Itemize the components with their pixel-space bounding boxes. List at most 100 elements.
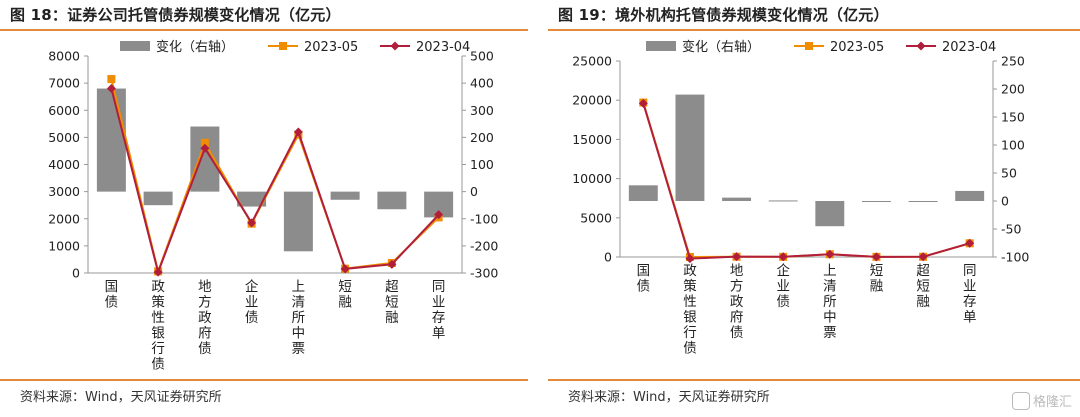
category-label: 融 [338, 295, 352, 311]
category-label: 银 [151, 326, 165, 342]
source-rule [0, 379, 528, 381]
category-label: 中 [823, 310, 837, 326]
category-label: 清 [823, 279, 837, 295]
category-label: 所 [292, 310, 306, 326]
category-label: 债 [776, 294, 790, 310]
category-label: 上 [823, 263, 837, 279]
bar [955, 190, 985, 201]
category-label: 策 [151, 294, 165, 311]
category-label: 政 [683, 263, 697, 279]
category-label: 政 [198, 310, 212, 326]
y-left-tick-label: 0 [72, 266, 80, 281]
y-right-tick-label: -300 [470, 266, 498, 281]
category-label: 同 [963, 263, 977, 279]
y-left-tick-label: 1000 [48, 238, 80, 253]
bar [628, 185, 658, 201]
category-label: 地 [730, 263, 744, 279]
series-line [642, 103, 970, 260]
series-point [293, 127, 303, 137]
source-rule [548, 379, 1080, 381]
category-label: 债 [730, 325, 744, 341]
category-label: 短 [870, 263, 884, 279]
series-point [434, 210, 444, 220]
bar [283, 191, 313, 252]
category-label: 国 [105, 279, 119, 295]
bar [237, 191, 267, 207]
y-left-tick-label: 10000 [572, 171, 612, 186]
legend-swatch-bar [646, 41, 676, 51]
y-right-tick-label: -50 [1001, 222, 1021, 237]
category-label: 债 [245, 310, 259, 326]
bar [675, 94, 705, 201]
bar [722, 197, 752, 201]
series-point [732, 252, 742, 262]
category-label: 存 [432, 310, 446, 326]
watermark: 格隆汇 [1011, 391, 1072, 410]
category-label: 企 [776, 262, 790, 279]
category-label: 单 [432, 326, 446, 342]
series-point [685, 254, 695, 264]
series-point [107, 75, 116, 84]
category-label: 国 [637, 263, 651, 279]
series-point [340, 264, 350, 274]
category-label: 融 [870, 279, 884, 295]
legend-marker [805, 42, 813, 50]
category-label: 债 [151, 357, 165, 373]
chart-title: 图 18：证券公司托管债券规模变化情况（亿元） [10, 6, 341, 24]
left-chart: 010002000300040005000600070008000-300-20… [48, 39, 498, 373]
category-label: 票 [823, 325, 837, 341]
right-chart-panel: 图 19：境外机构托管债券规模变化情况（亿元） 0 5000 10000 15000 2… [548, 0, 1080, 417]
category-label: 府 [730, 310, 744, 326]
source-note: 资料来源：Wind，天风证券研究所 [20, 390, 222, 405]
category-label: 性 [683, 294, 697, 310]
category-label: 短 [916, 279, 930, 295]
y-left-tick-label: 3000 [48, 184, 80, 199]
legend-label: 变化（右轴） [682, 39, 760, 55]
series-point [778, 252, 788, 262]
series-point [871, 252, 881, 262]
y-right-tick-label: -100 [1001, 250, 1029, 265]
y-right-tick-label: 150 [1001, 110, 1025, 125]
y-left-tick-label: 7000 [48, 76, 80, 91]
category-label: 所 [823, 294, 837, 310]
legend-label: 2023-05 [304, 40, 358, 55]
category-label: 上 [292, 279, 306, 295]
y-left-tick-label: 5000 [580, 210, 612, 225]
bar [143, 191, 173, 206]
series-point [106, 84, 116, 94]
category-label: 企 [245, 278, 259, 295]
y-right-tick-label: 250 [1001, 54, 1025, 69]
category-label: 债 [683, 341, 697, 357]
category-label: 短 [385, 295, 399, 311]
chart-title: 图 19：境外机构托管债券规模变化情况（亿元） [558, 6, 889, 24]
y-right-tick-label: 200 [1001, 82, 1025, 97]
y-left-tick-label: 20000 [572, 93, 612, 108]
source-note: 资料来源：Wind，天风证券研究所 [568, 390, 770, 405]
y-right-tick-label: -100 [470, 211, 498, 226]
title-rule [548, 29, 1080, 31]
y-left-tick-label: 4000 [48, 157, 80, 172]
category-label: 同 [432, 279, 446, 295]
series-point [825, 249, 835, 259]
y-left-tick-label: 25000 [572, 54, 612, 69]
y-right-tick-label: 50 [1001, 166, 1017, 181]
legend-swatch-bar [120, 41, 150, 51]
series-point [918, 252, 928, 262]
category-label: 短 [338, 279, 352, 295]
category-label: 债 [198, 341, 212, 357]
bar [330, 191, 360, 200]
series-point [247, 218, 257, 228]
series-point [638, 98, 648, 108]
y-right-tick-label: 500 [470, 49, 494, 64]
y-right-tick-label: 300 [470, 103, 494, 118]
bar [908, 201, 938, 202]
category-label: 策 [683, 278, 697, 295]
category-label: 存 [963, 294, 977, 310]
bar [815, 201, 845, 227]
left-chart-panel: 图 18：证券公司托管债券规模变化情况（亿元） 0 1000 2000 3000 400… [0, 0, 528, 417]
bar [768, 200, 798, 202]
category-label: 清 [292, 295, 306, 311]
y-right-tick-label: 200 [470, 130, 494, 145]
legend-marker [916, 41, 926, 51]
series-point [965, 238, 975, 248]
